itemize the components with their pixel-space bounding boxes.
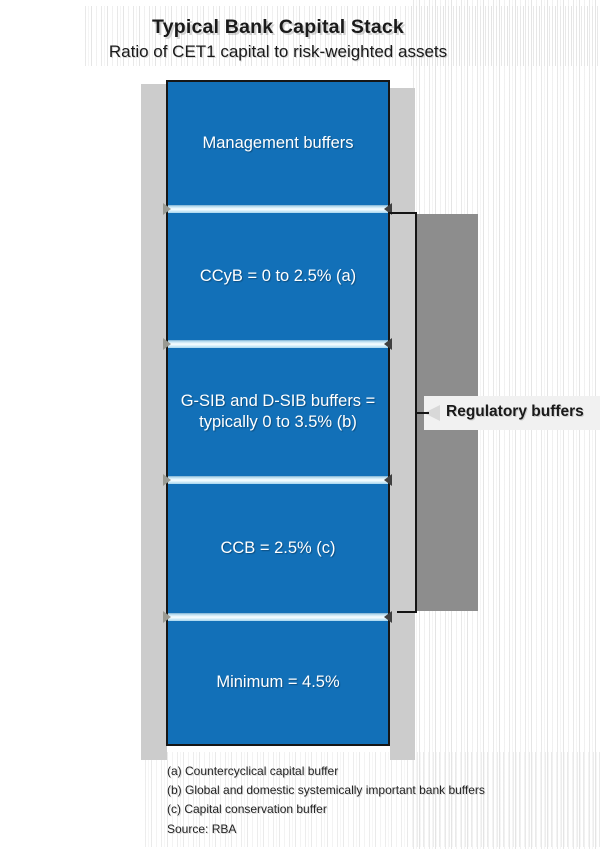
segment-label: G-SIB and D-SIB buffers = typically 0 to… [180, 392, 376, 431]
divider-arrow-right-icon [384, 338, 392, 350]
segment-label: Minimum = 4.5% [216, 673, 340, 691]
segment-divider [163, 203, 392, 215]
segment-divider [163, 611, 392, 623]
divider-arrow-right-icon [384, 474, 392, 486]
regulatory-buffers-label: Regulatory buffers [446, 403, 584, 420]
bracket-line [415, 212, 417, 613]
segment-ccyb: CCyB = 0 to 2.5% (a) [168, 213, 388, 340]
capital-stack: Management buffers CCyB = 0 to 2.5% (a) … [163, 80, 392, 746]
divider-arrow-left-icon [163, 474, 171, 486]
segment-divider [163, 474, 392, 486]
segment-label: CCB = 2.5% (c) [220, 539, 336, 557]
segment-minimum: Minimum = 4.5% [168, 621, 388, 744]
bracket-arrow-icon [424, 405, 440, 421]
figure-title: Typical Bank Capital Stack [152, 16, 404, 38]
divider-arrow-left-icon [163, 203, 171, 215]
footnote-a: (a) Countercyclical capital buffer [167, 764, 339, 778]
box-shadow-right [390, 88, 415, 760]
divider-arrow-right-icon [384, 203, 392, 215]
segment-ccb: CCB = 2.5% (c) [168, 484, 388, 613]
bracket-label-backdrop [424, 396, 600, 430]
footnotes: (a) Countercyclical capital buffer (b) G… [167, 762, 485, 819]
bracket-dash [417, 412, 429, 414]
segment-management-buffers: Management buffers [168, 82, 388, 205]
segment-divider [163, 338, 392, 350]
source-note: Source: RBA [167, 822, 237, 836]
bracket-bottom-tick [397, 611, 417, 613]
footnote-c: (c) Capital conservation buffer [167, 802, 327, 816]
footnote-b: (b) Global and domestic systemically imp… [167, 783, 485, 797]
bracket-top-tick [388, 212, 417, 214]
segment-label: Management buffers [202, 134, 354, 152]
divider-arrow-right-icon [384, 611, 392, 623]
divider-arrow-left-icon [163, 611, 171, 623]
segment-label: CCyB = 0 to 2.5% (a) [199, 267, 357, 285]
divider-arrow-left-icon [163, 338, 171, 350]
box-shadow-left [141, 84, 167, 760]
segment-gsib-dsib: G-SIB and D-SIB buffers = typically 0 to… [168, 348, 388, 476]
figure-subtitle: Ratio of CET1 capital to risk-weighted a… [108, 42, 448, 61]
